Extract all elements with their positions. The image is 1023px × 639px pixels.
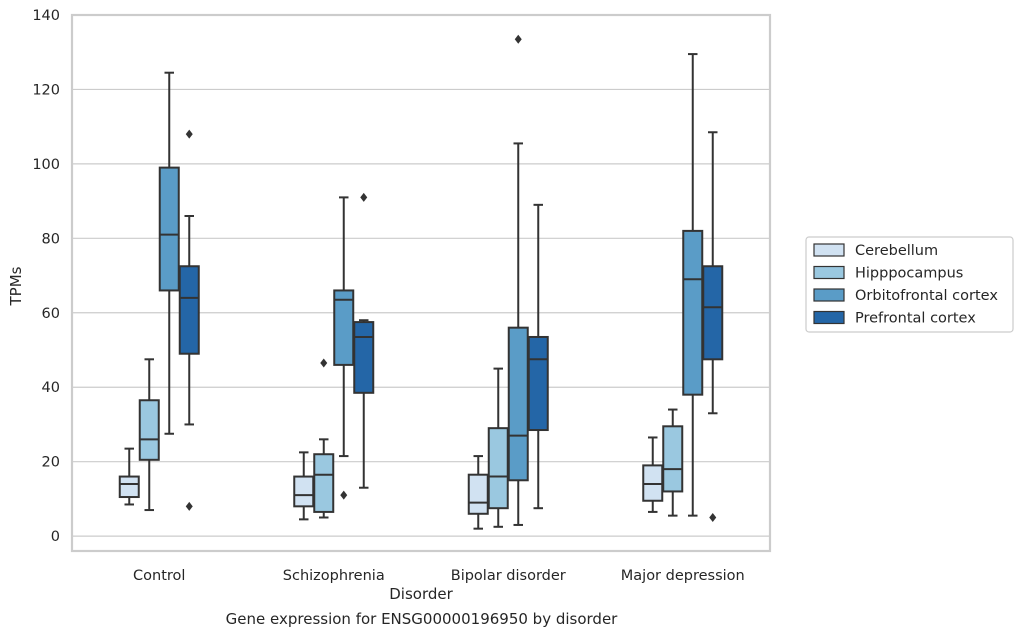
outlier-point: [360, 192, 368, 202]
y-tick-label: 140: [32, 8, 60, 24]
outlier-point: [514, 34, 522, 44]
legend-frame: [805, 236, 1014, 333]
box-iqr: [662, 425, 684, 493]
y-axis-label: TPMs: [7, 266, 25, 306]
box-iqr: [178, 265, 200, 355]
y-tick-labels: 0 20 40 60 80 100 120 140: [32, 8, 60, 545]
box-orbitofrontal-cortex: [158, 71, 180, 435]
box-cerebellum: [293, 451, 315, 521]
legend-swatch: [813, 288, 845, 302]
legend-label: Cerebellum: [855, 243, 938, 259]
box-iqr: [293, 475, 315, 508]
legend-swatch: [813, 310, 845, 325]
box-iqr: [507, 326, 529, 482]
box-orbitofrontal-cortex: [507, 34, 529, 526]
box-hipppocampus: [662, 408, 684, 517]
box-iqr: [527, 335, 549, 432]
y-tick-label: 20: [42, 455, 60, 471]
y-tick-label: 80: [42, 231, 60, 247]
outlier-point: [709, 513, 717, 522]
outlier-point: [185, 129, 193, 139]
box-iqr: [682, 229, 704, 396]
chart-caption: Gene expression for ENSG00000196950 by d…: [225, 610, 618, 628]
outlier-point: [320, 358, 328, 368]
y-tick-label: 60: [42, 306, 60, 322]
box-iqr: [487, 427, 509, 510]
x-axis-label: Disorder: [389, 585, 453, 603]
box-cerebellum: [642, 436, 664, 513]
box-iqr: [467, 473, 489, 515]
legend-swatch: [813, 243, 845, 257]
x-tick-label: Control: [133, 568, 185, 584]
y-tick-label: 120: [32, 82, 60, 98]
box-hipppocampus: [138, 358, 160, 512]
x-tick-labels: Control Schizophrenia Bipolar disorder Majo…: [133, 568, 745, 584]
box-prefrontal-cortex: [702, 131, 724, 522]
x-tick-label: Bipolar disorder: [451, 568, 566, 584]
outlier-point: [185, 501, 193, 511]
plot-border: [70, 13, 772, 553]
box-layer: [118, 34, 724, 530]
box-hipppocampus: [487, 367, 509, 528]
outlier-point: [340, 490, 348, 500]
box-orbitofrontal-cortex: [333, 196, 355, 500]
legend-label: Orbitofrontal cortex: [855, 288, 998, 304]
legend-swatch: [813, 265, 845, 280]
box-iqr: [333, 289, 355, 366]
box-iqr: [702, 265, 724, 361]
y-tick-label: 40: [42, 380, 60, 396]
box-iqr: [353, 321, 375, 394]
box-iqr: [118, 475, 140, 499]
box-iqr: [313, 453, 335, 513]
box-iqr: [158, 166, 180, 292]
box-prefrontal-cortex: [178, 129, 200, 511]
y-tick-label: 100: [32, 157, 60, 173]
box-iqr: [138, 399, 160, 461]
box-cerebellum: [467, 455, 489, 530]
legend-label: Hipppocampus: [855, 266, 963, 282]
y-tick-label: 0: [51, 529, 60, 545]
plot-frame: [70, 13, 772, 553]
legend: Cerebellum Hipppocampus Orbitofrontal cort…: [805, 236, 1014, 333]
legend-label: Prefrontal cortex: [855, 311, 976, 327]
x-tick-label: Schizophrenia: [283, 568, 385, 584]
box-cerebellum: [118, 447, 140, 506]
box-prefrontal-cortex: [353, 192, 375, 489]
box-hipppocampus: [313, 358, 335, 519]
box-prefrontal-cortex: [527, 203, 549, 510]
box-orbitofrontal-cortex: [682, 53, 704, 517]
x-tick-label: Major depression: [621, 568, 745, 584]
